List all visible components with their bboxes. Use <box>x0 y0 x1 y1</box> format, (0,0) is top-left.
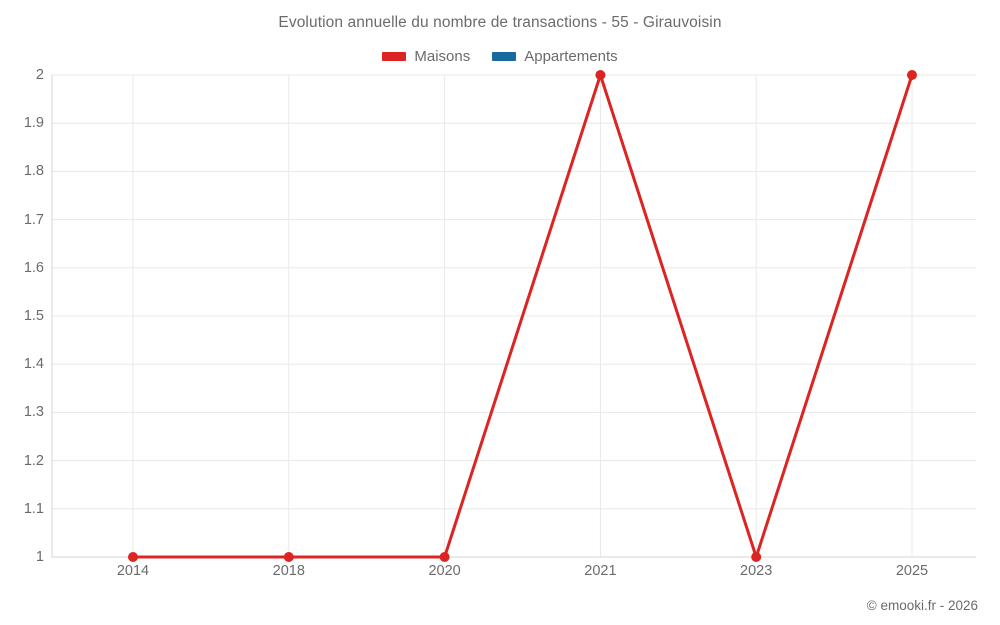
legend-swatch-maisons <box>382 51 407 61</box>
legend-swatch-appartements <box>492 51 517 61</box>
legend-item-appartements[interactable]: Appartements <box>492 47 618 65</box>
series-line <box>131 73 914 559</box>
data-point <box>283 552 294 562</box>
chart-title: Evolution annuelle du nombre de transact… <box>278 14 722 31</box>
data-point <box>595 70 606 80</box>
data-point <box>439 552 450 562</box>
legend-item-maisons[interactable]: Maisons <box>382 48 470 65</box>
legend-label-appartements: Appartements <box>524 47 618 65</box>
data-point <box>128 552 138 562</box>
footer-credit: © emooki.fr - 2026 <box>866 598 978 613</box>
chart-legend: Maisons Appartements <box>0 45 1000 67</box>
data-point <box>751 552 762 562</box>
data-point <box>907 70 917 80</box>
legend-label-maisons: Maisons <box>414 47 471 65</box>
